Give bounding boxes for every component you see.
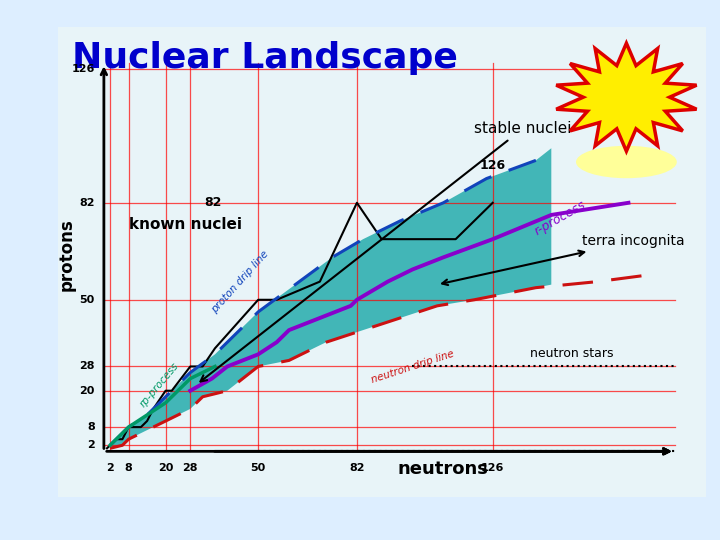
- Text: 8: 8: [125, 463, 132, 474]
- Text: r-process: r-process: [533, 198, 589, 238]
- Text: neutron stars: neutron stars: [529, 347, 613, 360]
- Text: Nuclear Landscape: Nuclear Landscape: [72, 41, 458, 75]
- Text: superheavy
nuclei: superheavy nuclei: [585, 78, 667, 106]
- Text: 20: 20: [79, 386, 94, 396]
- Text: rp-process: rp-process: [138, 361, 181, 409]
- Text: 126: 126: [480, 159, 505, 172]
- Text: 2: 2: [106, 463, 114, 474]
- Text: 50: 50: [251, 463, 266, 474]
- Text: 28: 28: [183, 463, 198, 474]
- Text: stable nuclei: stable nuclei: [200, 121, 572, 381]
- Text: protons: protons: [58, 218, 76, 291]
- Text: terra incognita: terra incognita: [442, 234, 685, 285]
- Text: known nuclei: known nuclei: [129, 217, 242, 232]
- Text: neutrons: neutrons: [398, 461, 489, 478]
- Text: proton drip line: proton drip line: [210, 248, 270, 315]
- Text: 8: 8: [87, 422, 94, 432]
- Text: 82: 82: [79, 198, 94, 208]
- Text: 126: 126: [71, 64, 94, 75]
- Text: 28: 28: [79, 361, 94, 372]
- Polygon shape: [110, 148, 552, 448]
- Text: neutron drip line: neutron drip line: [369, 348, 455, 384]
- Text: 20: 20: [158, 463, 174, 474]
- Text: 2: 2: [87, 440, 94, 450]
- Text: 82: 82: [349, 463, 364, 474]
- Text: 126: 126: [481, 463, 505, 474]
- Text: 82: 82: [204, 197, 221, 210]
- Text: 50: 50: [79, 295, 94, 305]
